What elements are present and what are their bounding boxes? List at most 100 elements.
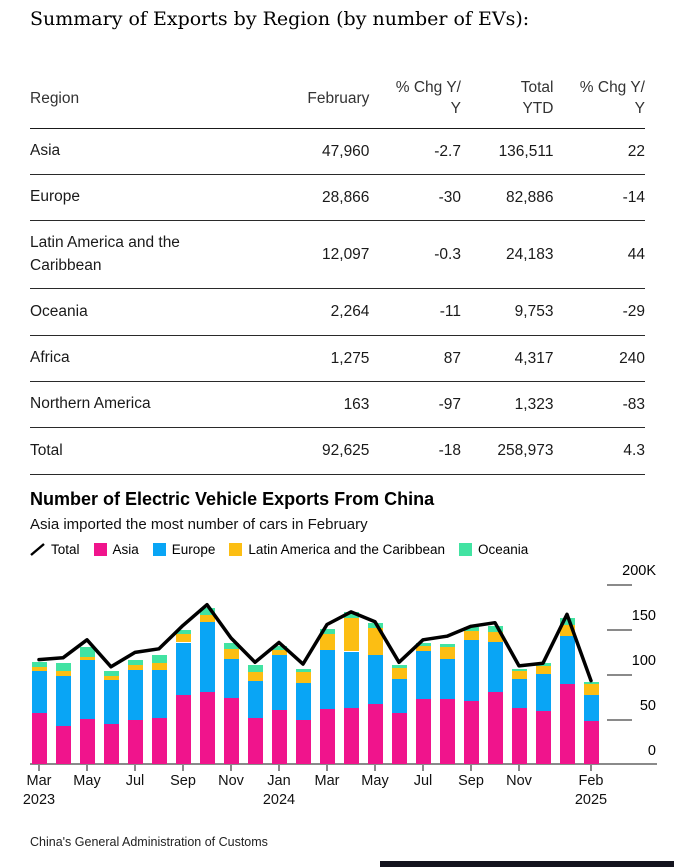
col-header-ytd-chg-yy: % Chg Y/ Y (579, 79, 645, 117)
bar-segment-latin (31, 667, 47, 672)
legend-label: Total (51, 542, 80, 557)
bar-segment-latin (319, 634, 335, 650)
region-cell: Africa (30, 349, 70, 367)
bar-segment-asia (199, 692, 215, 764)
region-cell: Northern America (30, 395, 151, 413)
legend-item-oceania: Oceania (458, 542, 529, 557)
chart-subtitle: Asia imported the most number of cars in… (30, 516, 368, 533)
bar-segment-asia (271, 710, 287, 764)
x-axis-label: Mar 2023 (22, 773, 56, 808)
february-cell: 12,097 (322, 245, 370, 263)
region-cell: Total (30, 441, 63, 459)
bottom-partial-element (380, 861, 674, 867)
table-row: Northern America 163 -97 1,323 -83 (30, 382, 645, 428)
february-cell: 92,625 (322, 442, 370, 459)
ytd-cell: 1,323 (514, 395, 554, 413)
y-axis-tick-label: 100 (631, 653, 656, 669)
x-axis-tick (326, 765, 328, 771)
bar-segment-oceania (367, 623, 383, 629)
legend-label: Europe (171, 542, 216, 557)
ytd-cell: 9,753 (514, 303, 554, 320)
bar-segment-latin (559, 624, 575, 636)
x-axis-tick (134, 765, 136, 771)
bar-segment-latin (583, 683, 599, 695)
bar-segment-oceania (247, 665, 263, 673)
bar-segment-oceania (487, 626, 503, 632)
bar-segment-latin (343, 618, 359, 652)
chg-cell: -18 (438, 442, 461, 459)
table-row: Oceania 2,264 -11 9,753 -29 (30, 289, 645, 336)
february-cell: 1,275 (330, 349, 370, 367)
bar-segment-europe (223, 658, 239, 699)
bar-segment-europe (319, 649, 335, 710)
bar-segment-oceania (535, 663, 551, 667)
ytd-cell: 24,183 (506, 245, 554, 263)
bar-segment-asia (343, 708, 359, 764)
bar-segment-europe (415, 650, 431, 700)
chg-cell: -0.3 (434, 245, 461, 263)
x-axis-tick (518, 765, 520, 771)
legend-label: Asia (112, 542, 139, 557)
x-axis-label: Mar (314, 773, 340, 789)
x-axis-label: Sep (458, 773, 484, 789)
bar-segment-oceania (175, 630, 191, 635)
bar-segment-latin (391, 667, 407, 680)
ytd-chg-cell: -14 (622, 188, 645, 206)
legend-item-latam: Latin America and the Caribbean (229, 542, 445, 557)
table-header-row: Region February % Chg Y/ Y Total YTD % C… (30, 70, 645, 129)
legend-item-asia: Asia (93, 542, 139, 557)
ytd-chg-cell: 240 (619, 349, 645, 367)
bar-segment-latin (511, 671, 527, 680)
bar-segment-latin (463, 630, 479, 640)
source-note: China's General Administration of Custom… (30, 835, 268, 849)
exports-summary-table: Region February % Chg Y/ Y Total YTD % C… (30, 70, 645, 475)
chg-cell: -11 (439, 303, 461, 320)
bar-segment-asia (79, 719, 95, 764)
legend-label: Oceania (477, 542, 529, 557)
bar-segment-latin (151, 663, 167, 671)
bar-segment-asia (127, 719, 143, 764)
bar-segment-asia (415, 699, 431, 764)
table-row: Latin America and the Caribbean 12,097 -… (30, 221, 645, 289)
bar-segment-asia (31, 712, 47, 764)
bar-segment-latin (79, 656, 95, 660)
bar-segment-latin (439, 647, 455, 659)
oceania-swatch-icon (458, 543, 472, 556)
ytd-cell: 136,511 (498, 142, 554, 160)
legend-item-total: Total (30, 542, 80, 557)
bar-segment-asia (583, 720, 599, 764)
x-axis-tick (278, 765, 280, 771)
legend-label: Latin America and the Caribbean (248, 542, 445, 557)
europe-swatch-icon (152, 543, 166, 556)
ytd-cell: 258,973 (497, 442, 554, 459)
bar-segment-europe (295, 682, 311, 720)
bar-segment-asia (439, 699, 455, 764)
february-cell: 163 (343, 395, 370, 413)
february-cell: 28,866 (322, 188, 370, 206)
bar-segment-oceania (415, 643, 431, 646)
bar-segment-latin (103, 675, 119, 681)
y-axis-tick-label: 50 (639, 698, 656, 714)
chg-cell: -30 (438, 188, 461, 206)
bar-segment-europe (271, 655, 287, 710)
x-axis-label: Jul (125, 773, 145, 789)
bar-segment-oceania (271, 646, 287, 651)
ytd-chg-cell: -29 (622, 303, 645, 320)
bar-segment-europe (175, 642, 191, 695)
bar-segment-asia (559, 684, 575, 764)
bar-segment-europe (367, 655, 383, 704)
x-axis-tick (86, 765, 88, 771)
y-axis-tick-label: 150 (631, 608, 656, 624)
chg-cell: 87 (443, 349, 461, 367)
chart-title: Number of Electric Vehicle Exports From … (30, 489, 435, 509)
x-axis-label: Nov (506, 773, 532, 789)
x-axis-label: Feb 2025 (574, 773, 608, 808)
region-cell: Asia (30, 142, 61, 160)
bar-segment-latin (247, 672, 263, 682)
bar-segment-asia (487, 692, 503, 764)
bar-segment-europe (463, 639, 479, 701)
bar-segment-oceania (463, 627, 479, 631)
region-cell: Latin America and the Caribbean (30, 234, 180, 274)
bar-segment-oceania (31, 661, 47, 668)
